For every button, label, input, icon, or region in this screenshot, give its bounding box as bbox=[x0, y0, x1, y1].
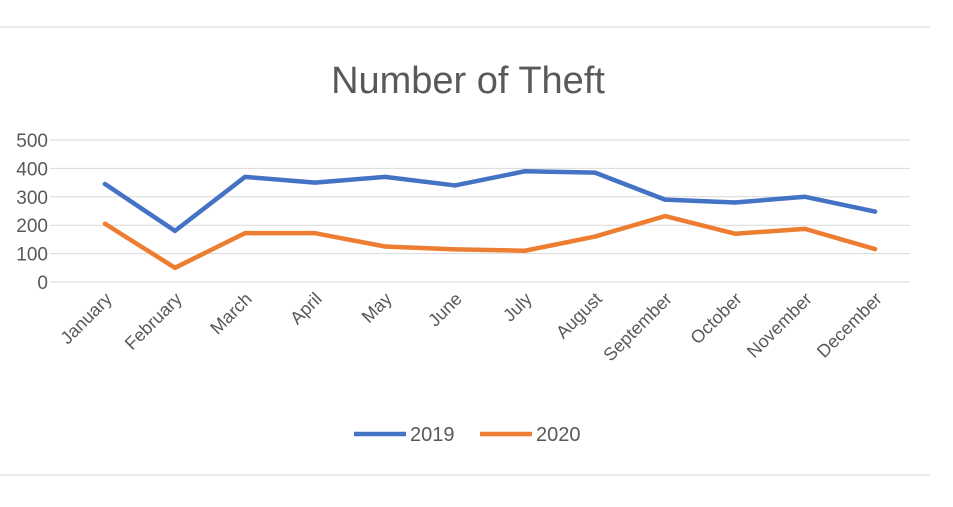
data-point bbox=[102, 181, 108, 187]
data-point bbox=[242, 174, 248, 180]
series-line-2020 bbox=[102, 213, 878, 271]
data-point bbox=[592, 234, 598, 239]
data-point bbox=[382, 174, 388, 180]
data-point bbox=[802, 226, 808, 232]
chart-title: Number of Theft bbox=[331, 60, 605, 102]
y-axis-ticks: 0 100 200 300 400 500 bbox=[16, 131, 48, 294]
data-point bbox=[802, 194, 808, 199]
x-tick-label: April bbox=[286, 289, 326, 329]
data-point bbox=[312, 230, 318, 236]
x-tick-label: May bbox=[358, 289, 396, 327]
x-tick-label: March bbox=[206, 289, 256, 339]
x-tick-label: October bbox=[686, 289, 745, 348]
x-axis-ticks: January February March April May June July Augu… bbox=[56, 289, 885, 365]
y-tick-label: 500 bbox=[16, 131, 48, 152]
data-point bbox=[732, 231, 738, 236]
y-tick-label: 300 bbox=[16, 188, 48, 209]
gridlines bbox=[50, 139, 910, 283]
y-tick-label: 100 bbox=[16, 245, 48, 266]
y-tick-label: 400 bbox=[16, 159, 48, 180]
data-point bbox=[452, 247, 458, 252]
data-point bbox=[662, 197, 668, 202]
legend-label: 2020 bbox=[536, 424, 581, 446]
data-point bbox=[312, 180, 318, 185]
data-point bbox=[592, 170, 598, 175]
legend: 2019 2020 bbox=[354, 424, 581, 446]
x-tick-label: January bbox=[56, 289, 115, 348]
x-tick-label: November bbox=[743, 289, 816, 362]
series-line-2019 bbox=[102, 168, 878, 234]
data-point bbox=[732, 200, 738, 205]
data-point bbox=[662, 213, 668, 219]
data-point bbox=[522, 169, 528, 174]
data-point bbox=[172, 265, 178, 270]
data-point bbox=[452, 183, 458, 188]
x-tick-label: June bbox=[424, 289, 466, 331]
y-tick-label: 200 bbox=[16, 216, 48, 237]
data-point bbox=[172, 228, 178, 234]
data-point bbox=[522, 248, 528, 253]
x-tick-label: September bbox=[599, 289, 675, 365]
data-point bbox=[872, 209, 878, 214]
x-tick-label: December bbox=[813, 289, 886, 362]
legend-label: 2019 bbox=[410, 424, 455, 446]
x-tick-label: February bbox=[121, 289, 186, 354]
series-lines bbox=[102, 168, 878, 271]
data-point bbox=[382, 244, 388, 249]
x-tick-label: July bbox=[499, 289, 536, 326]
data-point bbox=[242, 230, 248, 236]
data-point bbox=[872, 246, 878, 252]
x-tick-label: August bbox=[552, 289, 606, 343]
y-tick-label: 0 bbox=[37, 273, 48, 294]
data-point bbox=[102, 221, 108, 226]
